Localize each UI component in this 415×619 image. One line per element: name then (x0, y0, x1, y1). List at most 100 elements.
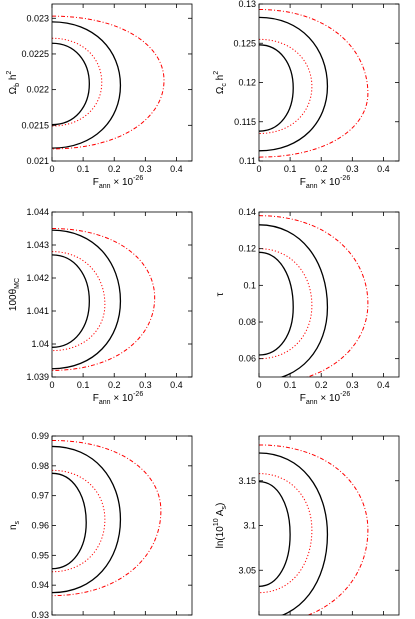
axes-frame (51, 211, 193, 378)
x-tick-label: 0.4 (170, 164, 183, 174)
contour-solid-1 (259, 44, 294, 132)
x-tick-label: 0.4 (377, 164, 390, 174)
y-tick-label: 1.04 (31, 339, 49, 349)
y-tick-label: 0.98 (31, 461, 49, 471)
y-tick-label: 0.12 (238, 78, 256, 88)
y-tick-label: 0.022 (26, 85, 49, 95)
contour-solid-2 (52, 21, 122, 149)
y-axis-label: Ωb h2 (6, 71, 21, 95)
subplot-3: 0 0.1 0.2 0.3 0.4 1.039 1.04 1.041 1.042 1.043 1.0… (8, 207, 193, 406)
y-tick-label: 1.044 (26, 207, 49, 217)
y-tick-label: 0.14 (238, 207, 256, 217)
contour-dotted-3 (52, 37, 103, 127)
y-tick-label: 0.12 (238, 244, 256, 254)
y-tick-label: 3.15 (238, 476, 256, 486)
contour-solid-1 (259, 251, 294, 356)
y-tick-label: 0.0215 (21, 120, 49, 130)
y-tick-label: 0.0225 (21, 49, 49, 59)
contour-solid-1 (52, 472, 87, 570)
contour-dotted-3 (52, 251, 106, 352)
y-tick-label: 0.08 (238, 317, 256, 327)
y-axis-label: ns (8, 520, 21, 530)
x-tick-label: 0.2 (108, 380, 121, 390)
x-tick-label: 0.4 (377, 380, 390, 390)
y-tick-label: 0.93 (31, 610, 49, 619)
contour-dotted-3 (52, 469, 106, 573)
y-axis-label: 100θMC (8, 278, 21, 311)
x-tick-label: 0.1 (284, 380, 297, 390)
axes-frame (258, 211, 400, 378)
x-tick-label: 0.3 (346, 164, 359, 174)
contour-dashdot-4 (259, 444, 369, 615)
subplot-5: 00.10.20.30.40.930.940.950.960.970.980.9… (8, 431, 193, 619)
y-tick-label: 0.1 (243, 280, 256, 290)
y-axis-label: Ωc h2 (213, 71, 228, 94)
y-tick-label: 0.95 (31, 550, 49, 560)
x-axis-label: Fann × 10-26 (93, 175, 144, 190)
y-axis-label: ln(1010 As) (213, 503, 228, 549)
subplot-2: 0 0.1 0.2 0.3 0.4 0.11 0.115 0.12 0.125 0.13 Fann … (213, 0, 400, 190)
x-axis-label: Fann × 10-26 (300, 175, 351, 190)
x-tick-label: 0.2 (315, 164, 328, 174)
x-tick-label: 0.3 (139, 164, 152, 174)
y-tick-label: 0.94 (31, 580, 49, 590)
y-tick-label: 1.041 (26, 306, 49, 316)
y-tick-label: 0.125 (233, 38, 256, 48)
y-tick-label: 0.021 (26, 156, 49, 166)
x-tick-label: 0.4 (170, 380, 183, 390)
x-tick-label: 0 (256, 380, 261, 390)
x-tick-label: 0.1 (77, 164, 90, 174)
y-tick-label: 0.96 (31, 521, 49, 531)
contours (52, 228, 156, 371)
x-axis-label: Fann × 10-26 (93, 391, 144, 406)
axes-frame (51, 435, 193, 616)
contours (52, 15, 165, 150)
x-tick-label: 0 (256, 164, 261, 174)
y-axis-label: τ (215, 292, 226, 296)
y-tick-label: 0.115 (234, 117, 256, 127)
contour-solid-2 (52, 229, 122, 370)
contour-solid-2 (259, 452, 329, 615)
contour-solid-1 (52, 254, 90, 348)
axes-frame (51, 3, 193, 162)
subplot-1: 0 0.1 0.2 0.3 0.4 0.021 0.0215 0.022 0.0225 0.023… (6, 3, 193, 190)
subplot-4: 0 0.1 0.2 0.3 0.4 0.06 0.08 0.1 0.12 0.14 Fann × 1… (215, 207, 400, 406)
y-tick-label: 0.97 (31, 491, 49, 501)
y-tick-label: 0.06 (238, 354, 256, 364)
contour-dotted-3 (259, 38, 313, 135)
contours (259, 215, 369, 377)
x-tick-label: 0.3 (346, 380, 359, 390)
x-tick-label: 0 (49, 164, 54, 174)
contour-solid-1 (52, 42, 90, 126)
y-tick-label: 1.043 (26, 240, 49, 250)
contours (259, 8, 369, 158)
y-tick-label: 3.05 (238, 565, 256, 575)
contour-dashdot-4 (52, 439, 162, 597)
y-tick-label: 0.99 (31, 431, 49, 441)
x-tick-label: 0.2 (315, 380, 328, 390)
contour-dashdot-4 (52, 228, 156, 371)
y-tick-label: 0.11 (239, 156, 256, 166)
contour-dashdot-4 (259, 8, 369, 158)
subplot-6: 00.10.20.30.43.053.13.15Fann × 10-26ln(1… (213, 435, 400, 619)
contour-dotted-3 (259, 248, 313, 360)
contour-solid-2 (52, 445, 122, 594)
y-tick-label: 1.039 (26, 372, 49, 382)
y-tick-label: 3.1 (243, 521, 256, 531)
x-axis-label: Fann × 10-26 (300, 391, 351, 406)
x-tick-label: 0.3 (139, 380, 152, 390)
contour-solid-1 (259, 480, 291, 588)
x-tick-label: 0.1 (77, 380, 90, 390)
contour-solid-2 (259, 16, 329, 152)
contour-dotted-3 (259, 473, 313, 594)
x-tick-label: 0.2 (108, 164, 121, 174)
y-tick-label: 0.13 (238, 0, 256, 9)
contours (259, 444, 369, 615)
x-tick-label: 0.1 (284, 164, 297, 174)
contour-dashdot-4 (259, 215, 369, 377)
contour-dashdot-4 (52, 15, 165, 150)
y-tick-label: 0.023 (26, 13, 49, 23)
y-tick-label: 1.042 (26, 273, 49, 283)
x-tick-label: 0 (49, 380, 54, 390)
